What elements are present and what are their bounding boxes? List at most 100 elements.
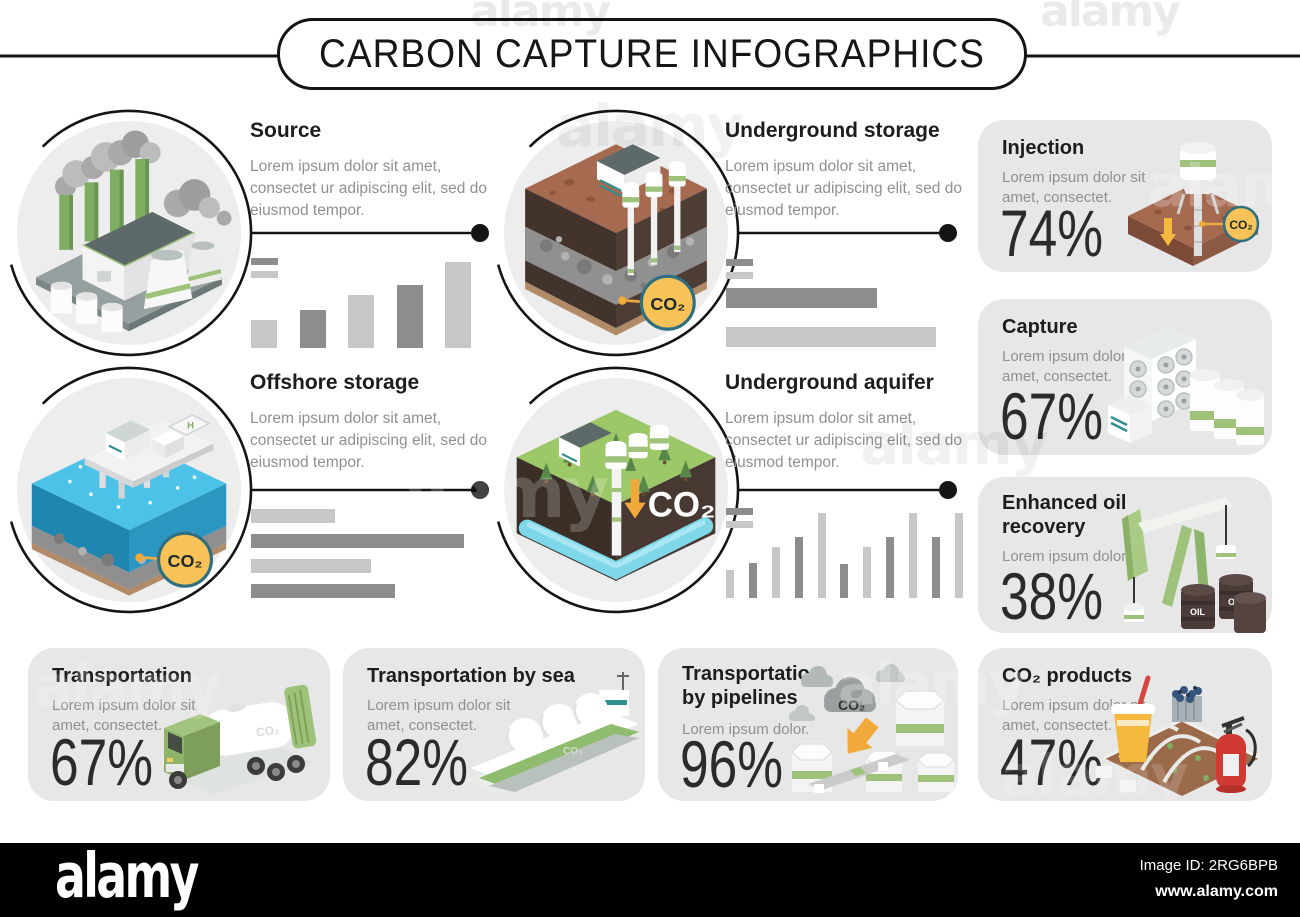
chimneys: [59, 159, 150, 250]
aquifer-layer: [518, 517, 714, 580]
horizontal-bar: [726, 327, 936, 347]
co2-carrier-ship-icon: CO₂: [465, 672, 641, 794]
down-arrow: [847, 717, 879, 754]
aquifer-illustration-circle: CO₂: [504, 378, 728, 602]
aquifer-chart-legend: [726, 508, 753, 528]
transportation-pipelines-title: Transportation by pipelines: [682, 663, 823, 709]
legend-swatch-dark: [251, 258, 278, 265]
co2-badge: CO₂: [135, 531, 213, 588]
storage-bar-chart: [726, 288, 936, 347]
co2-products-icon: [1096, 675, 1261, 796]
svg-text:CO₂: CO₂: [563, 746, 582, 757]
vertical-bar: [909, 513, 918, 598]
svg-text:CO₂: CO₂: [255, 722, 280, 739]
eor-card: Enhanced oil recovery Lorem ipsum dolor.…: [978, 477, 1272, 633]
legend-swatch-light: [726, 272, 753, 279]
pipelines-icon: CO₂: [789, 664, 955, 793]
transportation-description: Lorem ipsum dolor sit amet, consectet.: [52, 697, 196, 735]
berry-basket: [1172, 686, 1202, 722]
hull-upper: [471, 712, 639, 780]
transportation-sea-title: Transportation by sea: [367, 665, 575, 687]
oil-barrels: OIL OIL: [1181, 574, 1266, 633]
eor-title: Enhanced oil recovery: [1002, 492, 1127, 538]
title-banner: CARBON CAPTURE INFOGRAPHICS: [277, 18, 1027, 90]
vertical-bar: [932, 536, 941, 598]
offshore-connector-dot: [471, 481, 489, 499]
co2-products-title: CO₂ products: [1002, 665, 1132, 687]
fire-extinguisher: [1216, 716, 1257, 793]
co2-cloud: CO₂: [789, 664, 905, 721]
capture-title: Capture: [1002, 316, 1078, 338]
horizontal-bar: [251, 509, 336, 523]
down-arrow: [1160, 218, 1176, 246]
source-description: Lorem ipsum dolor sit amet, consectet ur…: [250, 158, 487, 219]
transportation-sea-description: Lorem ipsum dolor sit amet, consectet.: [367, 697, 511, 735]
co2-badge: CO₂: [618, 274, 696, 331]
underground-aquifer-icon: CO₂: [516, 409, 715, 581]
injection-description: Lorem ipsum dolor sit amet, consectet.: [1002, 169, 1146, 207]
vertical-bar: [396, 285, 423, 348]
vertical-bar: [886, 536, 895, 598]
transportation-card: Transportation Lorem ipsum dolor sit ame…: [28, 648, 330, 801]
transportation-value: 67%: [50, 725, 154, 799]
surface-facility: [558, 422, 612, 467]
alamy-logo: alamy: [55, 841, 199, 913]
horizontal-bar: [251, 584, 396, 598]
hull-keel: [489, 734, 639, 792]
legend-swatch-light: [726, 521, 753, 528]
alamy-url: www.alamy.com: [1155, 883, 1278, 900]
vertical-bar: [817, 513, 826, 598]
transportation-pipelines-value: 96%: [680, 727, 784, 801]
source-chart-legend: [251, 258, 278, 278]
transportation-pipelines-card: Transportation by pipelines Lorem ipsum …: [658, 648, 958, 801]
horizontal-bar: [251, 534, 465, 548]
aquifer-connector-dot: [939, 481, 957, 499]
rock-layer: [525, 226, 707, 305]
offshore-description: Lorem ipsum dolor sit amet, consectet ur…: [250, 410, 487, 471]
underground-storage-icon: CO₂: [525, 144, 707, 336]
drink-cup: [1111, 675, 1155, 762]
wheels: [169, 755, 305, 789]
co2-products-card: CO₂ products Lorem ipsum dolor sit amet,…: [978, 648, 1272, 801]
page-title: CARBON CAPTURE INFOGRAPHICS: [319, 31, 985, 76]
horizontal-bar: [251, 559, 371, 573]
storage-cylinders: [50, 281, 123, 333]
rock-bubbles: [539, 236, 695, 289]
capture-description: Lorem ipsum dolor sit amet, consectet.: [1002, 348, 1146, 386]
injection-wells: [622, 161, 686, 276]
injection-title: Injection: [1002, 137, 1085, 159]
svg-text:H: H: [187, 421, 194, 432]
capture-card: Capture Lorem ipsum dolor sit amet, cons…: [978, 299, 1272, 455]
vertical-bar: [726, 569, 734, 598]
aquifer-description: Lorem ipsum dolor sit amet, consectet ur…: [725, 410, 962, 471]
eor-description: Lorem ipsum dolor.: [1002, 548, 1130, 565]
factory-icon: [36, 130, 232, 333]
storage-connector-dot: [939, 224, 957, 242]
image-id-label: Image ID: 2RG6BPB: [1139, 857, 1278, 874]
truck-cab: [164, 714, 220, 780]
offshore-illustration-circle: H CO₂: [17, 378, 241, 602]
aquifer-heading: Underground aquifer: [725, 371, 934, 394]
vertical-bar: [251, 319, 277, 348]
injection-well-icon: CO₂: [1128, 142, 1260, 266]
pipe: [808, 754, 910, 793]
down-arrow: [624, 479, 646, 519]
svg-text:CO₂: CO₂: [838, 697, 865, 713]
aquifer-bar-chart: [726, 513, 963, 598]
vertical-bar: [748, 563, 757, 598]
source-connector-dot: [471, 224, 489, 242]
vertical-bar: [445, 262, 471, 348]
injection-well: [605, 424, 669, 556]
svg-text:OIL: OIL: [1190, 607, 1206, 617]
injection-value: 74%: [1000, 196, 1104, 270]
storage-tanks: [791, 690, 955, 792]
underground-storage-illustration-circle: CO₂: [504, 121, 728, 345]
offshore-circle-arc: [9, 366, 253, 614]
vertical-bar: [954, 513, 963, 598]
source-bar-chart: [251, 262, 471, 348]
underground-storage-description: Lorem ipsum dolor sit amet, consectet ur…: [725, 158, 962, 219]
hull-band: [479, 724, 639, 788]
transportation-sea-card: Transportation by sea Lorem ipsum dolor …: [343, 648, 645, 801]
vertical-bar: [863, 547, 872, 598]
